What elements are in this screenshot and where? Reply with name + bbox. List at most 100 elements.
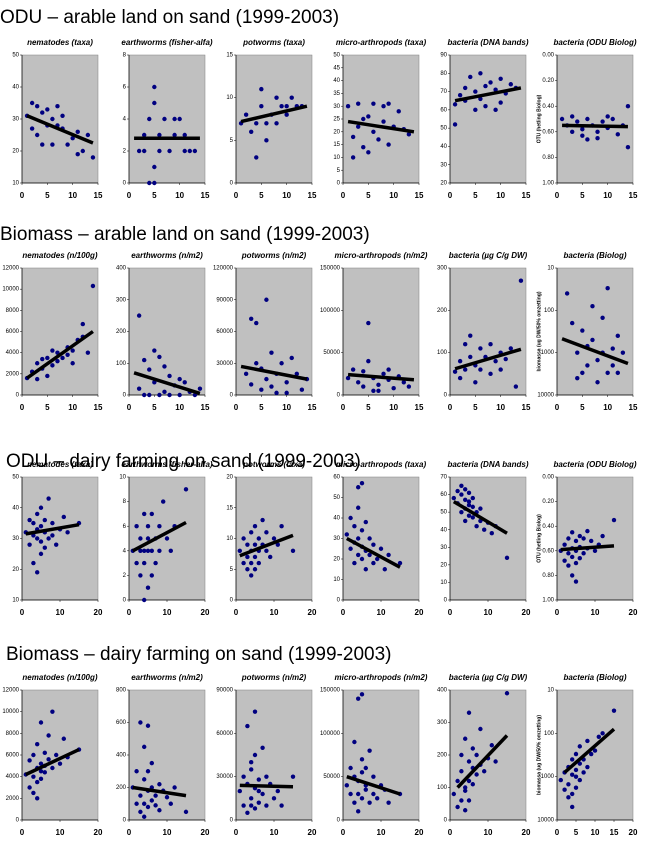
point xyxy=(455,778,460,784)
point xyxy=(138,548,143,553)
point xyxy=(31,774,36,779)
point xyxy=(466,759,472,764)
x-tick-label: 20 xyxy=(522,608,531,617)
x-tick-label: 0 xyxy=(20,191,25,200)
point xyxy=(581,551,586,556)
point xyxy=(45,107,50,112)
y-tick-label: 0.40 xyxy=(542,104,554,110)
point xyxy=(55,104,60,109)
x-tick-label: 20 xyxy=(629,828,638,837)
y-tick-label: 30 xyxy=(12,117,19,123)
point xyxy=(508,346,513,351)
trend-line xyxy=(26,330,94,380)
point xyxy=(279,803,284,808)
trend-line xyxy=(562,123,628,129)
x-tick-label: 10 xyxy=(484,608,493,617)
y-tick-label: 50000 xyxy=(323,350,340,356)
point xyxy=(264,774,269,779)
y-tick-label: 30000 xyxy=(216,361,233,367)
point xyxy=(348,546,353,551)
y-tick-label: 80 xyxy=(440,71,447,77)
point xyxy=(589,751,594,757)
y-tick-label: 0 xyxy=(337,598,341,604)
point xyxy=(359,796,365,801)
point xyxy=(344,783,349,788)
point xyxy=(65,530,70,535)
point xyxy=(570,554,575,560)
point xyxy=(147,392,152,398)
point xyxy=(167,373,172,379)
point xyxy=(463,736,468,741)
point xyxy=(577,761,582,766)
panel-title: bacteria (µg C/g DW) xyxy=(449,251,528,260)
plot-area xyxy=(342,54,420,184)
trend-line xyxy=(131,520,187,553)
point xyxy=(498,76,503,81)
point xyxy=(468,354,473,360)
x-tick-label: 0 xyxy=(234,403,239,412)
x-tick-label: 0 xyxy=(127,403,132,412)
y-tick-label: 40 xyxy=(333,516,340,522)
point xyxy=(376,388,381,393)
y-tick-label: 8000 xyxy=(6,731,20,737)
point xyxy=(359,757,365,762)
x-tick-label: 5 xyxy=(473,191,478,200)
point xyxy=(183,809,189,815)
section-title: Biomass – dairy farming on sand (1999-20… xyxy=(6,644,391,665)
plot-area xyxy=(21,476,99,601)
y-tick-label: 0.80 xyxy=(542,155,554,161)
y-tick-label: 6 xyxy=(123,524,127,530)
y-tick-label: 12000 xyxy=(2,266,19,272)
point xyxy=(478,346,483,351)
y-tick-label: 100 xyxy=(437,785,448,791)
point xyxy=(27,785,32,790)
point xyxy=(271,536,277,541)
point xyxy=(38,720,44,725)
point xyxy=(252,554,258,560)
point xyxy=(470,495,475,501)
point xyxy=(54,752,59,758)
point xyxy=(488,342,493,347)
panel-title: micro-arthropods (taxa) xyxy=(336,38,427,47)
y-tick-label: 0 xyxy=(444,598,448,604)
point xyxy=(566,782,571,787)
y-tick-label: 10000 xyxy=(2,709,19,715)
y-tick-label: 8000 xyxy=(6,308,20,314)
point xyxy=(152,164,157,170)
point xyxy=(138,720,143,725)
x-tick-label: 10 xyxy=(389,403,398,412)
y-tick-label: 200 xyxy=(116,785,127,791)
plot-area xyxy=(342,476,420,601)
x-tick-label: 0 xyxy=(448,403,453,412)
point xyxy=(575,119,580,124)
point xyxy=(147,180,152,186)
point xyxy=(566,563,571,568)
point xyxy=(254,155,259,160)
x-tick-label: 0 xyxy=(555,608,560,617)
plot-area xyxy=(128,54,206,184)
point xyxy=(503,356,508,362)
x-tick-label: 10 xyxy=(389,191,398,200)
point xyxy=(245,542,250,547)
point xyxy=(367,800,372,805)
point xyxy=(157,132,162,138)
point xyxy=(577,555,582,561)
point xyxy=(581,536,586,541)
point xyxy=(284,104,289,109)
point xyxy=(60,355,65,361)
x-tick-label: 15 xyxy=(629,403,638,412)
point xyxy=(625,144,631,150)
point xyxy=(142,132,147,138)
x-tick-label: 20 xyxy=(94,828,103,837)
trend-line xyxy=(26,114,94,145)
point xyxy=(386,142,391,147)
y-tick-label: 300 xyxy=(116,297,127,303)
panel-title: earthworms (fisher-alfa) xyxy=(121,460,212,469)
point xyxy=(284,112,289,117)
point xyxy=(564,291,570,296)
point xyxy=(90,155,96,160)
point xyxy=(167,148,172,154)
point xyxy=(31,560,36,566)
point xyxy=(42,750,47,756)
point xyxy=(473,89,478,94)
